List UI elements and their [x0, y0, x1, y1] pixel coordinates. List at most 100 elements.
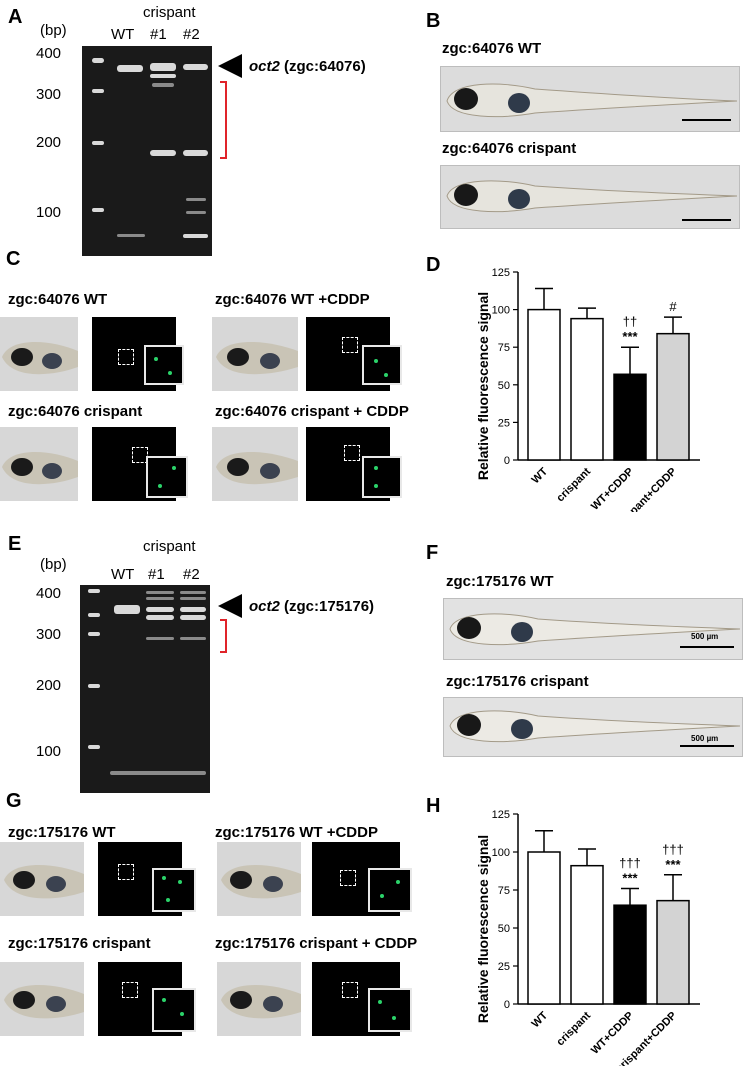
x-tick-label: WT	[530, 1009, 551, 1030]
zoom-inset	[152, 988, 196, 1032]
gel-unit-label: (bp)	[40, 22, 67, 39]
imaging-title-crispant-cddp: zgc:64076 crispant + CDDP	[215, 403, 409, 420]
y-tick-label: 0	[504, 999, 510, 1011]
bracket-icon	[220, 81, 227, 159]
scale-bar-label: 500 µm	[691, 734, 719, 743]
imaging-title-wt-cddp: zgc:64076 WT +CDDP	[215, 291, 370, 308]
gel-lane-label-1: #1	[148, 566, 165, 583]
y-tick-label: 75	[498, 342, 510, 354]
y-axis-label: Relative fluorescence signal	[475, 292, 491, 480]
bar	[527, 851, 561, 1005]
imaging-title-wt: zgc:64076 WT	[8, 291, 108, 308]
panel-letter-c: C	[6, 248, 21, 270]
gel-lane-label-wt: WT	[111, 566, 135, 583]
x-tick-label: WT+CDDP	[589, 1010, 636, 1057]
y-tick-label: 50	[498, 380, 510, 392]
y-tick-label: 50	[498, 923, 510, 935]
y-tick-label: 100	[492, 847, 510, 859]
gel-annotation-marks	[218, 54, 242, 159]
bar	[613, 904, 647, 1005]
y-tick-label: 0	[504, 455, 510, 467]
x-tick-label: WT	[530, 465, 551, 486]
gel-group-label: crispant	[143, 538, 196, 555]
panel-letter-b: B	[426, 10, 441, 32]
panel-letter-d: D	[426, 254, 441, 276]
gel-marker-300: 300	[36, 626, 62, 643]
bar	[656, 899, 690, 1005]
significance-annotation: ***	[622, 329, 638, 344]
zoom-inset	[368, 988, 412, 1032]
bar	[570, 317, 604, 461]
gel-image	[80, 585, 210, 793]
bright-field-thumb	[217, 842, 301, 916]
fish-title-crispant: zgc:175176 crispant	[446, 673, 589, 690]
imaging-title-wt-cddp: zgc:175176 WT +CDDP	[215, 824, 378, 841]
significance-annotation: ††	[623, 314, 637, 329]
significance-annotation: †††	[619, 855, 641, 870]
arrowhead-icon	[218, 54, 242, 78]
gel-arrow-label: oct2 (zgc:64076)	[249, 58, 366, 75]
gel-unit-label: (bp)	[40, 556, 67, 573]
y-tick-label: 100	[492, 305, 510, 317]
y-tick-label: 25	[498, 417, 510, 429]
imaging-title-crispant: zgc:64076 crispant	[8, 403, 143, 420]
y-tick-label: 125	[492, 267, 510, 279]
panel-letter-a: A	[8, 6, 23, 28]
x-tick-label: WT+CDDP	[589, 466, 636, 512]
bracket-icon	[220, 619, 227, 653]
panel-letter-e: E	[8, 533, 22, 555]
gel-marker-300: 300	[36, 86, 62, 103]
zoom-inset	[362, 345, 402, 385]
x-tick-label: crispant	[554, 1009, 593, 1048]
gel-image	[82, 46, 212, 256]
panel-letter-g: G	[6, 790, 22, 812]
y-tick-label: 125	[492, 809, 510, 821]
zoom-inset	[146, 456, 188, 498]
significance-annotation: †††	[662, 842, 684, 857]
bright-field-thumb	[212, 317, 298, 391]
imaging-title-crispant: zgc:175176 crispant	[8, 935, 151, 952]
gel-group-label: crispant	[143, 4, 196, 21]
significance-annotation: ***	[665, 857, 681, 872]
gel-marker-400: 400	[36, 45, 62, 62]
zoom-inset	[368, 868, 412, 912]
y-tick-label: 25	[498, 961, 510, 973]
fish-title-wt: zgc:175176 WT	[446, 573, 554, 590]
zoom-inset	[152, 868, 196, 912]
x-tick-label: crispant	[554, 465, 593, 504]
gel-lane-label-1: #1	[150, 26, 167, 43]
gel-marker-100: 100	[36, 204, 62, 221]
fish-title-wt: zgc:64076 WT	[442, 40, 542, 57]
panel-letter-f: F	[426, 542, 439, 564]
bar-chart-d: 0 25 50 75 100 125 Relative fluorescence signa…	[475, 267, 700, 512]
fish-image-wt	[443, 598, 743, 660]
gel-lane-label-2: #2	[183, 26, 200, 43]
zoom-inset	[144, 345, 184, 385]
imaging-title-crispant-cddp: zgc:175176 crispant + CDDP	[215, 935, 418, 952]
fish-title-crispant: zgc:64076 crispant	[442, 140, 577, 157]
significance-annotation: #	[669, 299, 677, 314]
zoom-inset	[362, 456, 402, 498]
gel-marker-200: 200	[36, 134, 62, 151]
y-tick-label: 75	[498, 885, 510, 897]
fish-image-crispant	[443, 697, 743, 757]
bright-field-thumb	[212, 427, 298, 501]
bar	[656, 332, 690, 461]
bar	[527, 308, 561, 461]
arrowhead-icon	[218, 594, 242, 618]
fish-image-wt	[440, 66, 740, 132]
gel-annotation-marks	[218, 594, 242, 653]
bar	[613, 373, 647, 461]
gel-marker-400: 400	[36, 585, 62, 602]
bright-field-thumb	[0, 842, 84, 916]
gel-lane-label-2: #2	[183, 566, 200, 583]
bright-field-thumb	[0, 317, 78, 391]
bright-field-thumb	[0, 962, 84, 1036]
bar-chart-h: 0 25 50 75 100 125 Relative fluorescence signa…	[475, 809, 700, 1066]
gel-marker-200: 200	[36, 677, 62, 694]
bright-field-thumb	[0, 427, 78, 501]
bright-field-thumb	[217, 962, 301, 1036]
fish-image-crispant	[440, 165, 740, 229]
y-axis-label: Relative fluorescence signal	[475, 835, 491, 1023]
imaging-title-wt: zgc:175176 WT	[8, 824, 116, 841]
